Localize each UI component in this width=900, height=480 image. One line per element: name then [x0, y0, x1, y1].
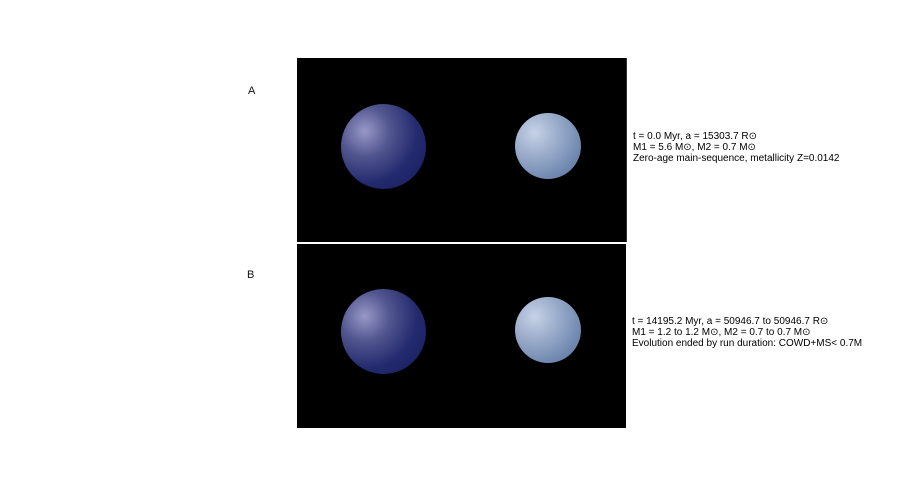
primary-star-a — [341, 104, 426, 189]
binary-panel-b — [297, 244, 626, 428]
panel-label-b: B — [247, 269, 255, 281]
panel-label-a: A — [248, 85, 256, 97]
annotation-a-status: Zero-age main-sequence, metallicity Z=0.… — [633, 153, 840, 164]
annotation-a-masses: M1 = 5.6 M⊙, M2 = 0.7 M⊙ — [633, 142, 756, 153]
primary-star-b — [341, 289, 426, 374]
binary-panel-a — [297, 58, 627, 242]
secondary-star-a — [515, 113, 581, 179]
annotation-b: t = 14195.2 Myr, a = 50946.7 to 50946.7 … — [632, 316, 862, 349]
annotation-a: t = 0.0 Myr, a = 15303.7 R⊙ M1 = 5.6 M⊙,… — [633, 131, 840, 164]
annotation-b-status: Evolution ended by run duration: COWD+MS… — [632, 338, 863, 349]
annotation-b-time-separation: t = 14195.2 Myr, a = 50946.7 to 50946.7 … — [632, 316, 829, 327]
annotation-b-masses: M1 = 1.2 to 1.2 M⊙, M2 = 0.7 to 0.7 M⊙ — [632, 327, 811, 338]
secondary-star-b — [515, 297, 581, 363]
annotation-a-time-separation: t = 0.0 Myr, a = 15303.7 R⊙ — [633, 131, 758, 142]
